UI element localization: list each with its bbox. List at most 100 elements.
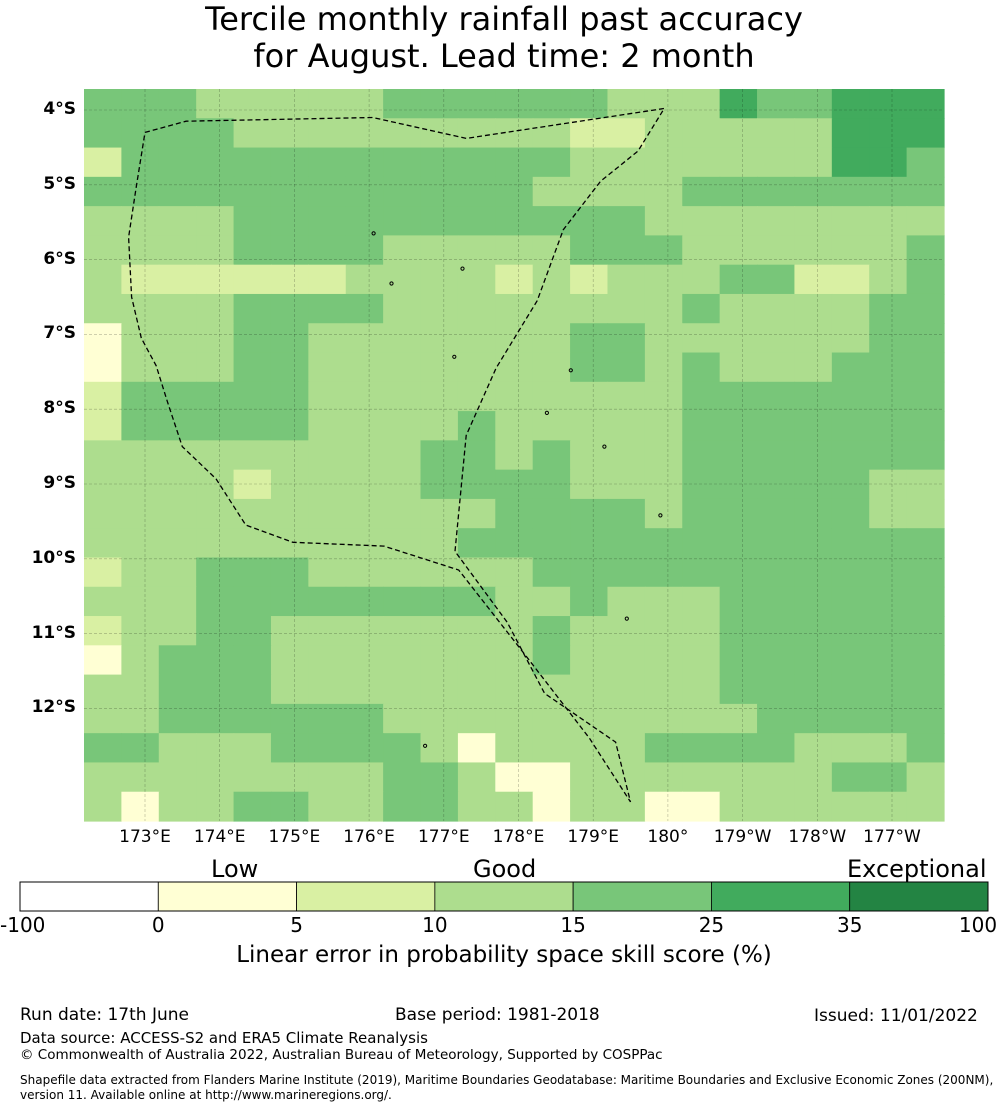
skill-cell: [570, 733, 609, 764]
skill-cell: [121, 791, 160, 822]
skill-cell: [84, 645, 122, 676]
skill-cell: [532, 118, 571, 149]
skill-cell: [308, 206, 347, 236]
skill-cell: [869, 118, 908, 149]
skill-cell: [121, 528, 160, 559]
skill-cell: [420, 89, 459, 119]
skill-cell: [682, 147, 721, 178]
skill-cell: [644, 586, 683, 617]
skill-cell: [644, 352, 683, 383]
skill-cell: [757, 586, 796, 617]
colorbar-tick-label: 35: [836, 913, 863, 937]
skill-cell: [233, 586, 272, 617]
skill-cell: [84, 586, 122, 617]
skill-cell: [532, 147, 571, 178]
skill-cell: [906, 557, 945, 588]
skill-cell: [831, 352, 870, 383]
skill-cell: [495, 293, 534, 324]
skill-cell: [270, 645, 309, 676]
skill-cell: [719, 352, 758, 383]
skill-cell: [831, 645, 870, 676]
skill-cell: [757, 762, 796, 793]
skill-cell: [383, 528, 422, 559]
skill-cell: [831, 411, 870, 441]
skill-cell: [233, 293, 272, 324]
skill-cell: [570, 586, 609, 617]
skill-cell: [158, 586, 197, 617]
skill-cell: [420, 791, 459, 822]
skill-cell: [906, 352, 945, 383]
skill-cell: [644, 235, 683, 266]
skill-cell: [308, 498, 347, 529]
skill-cell: [682, 674, 721, 705]
skill-cell: [570, 645, 609, 676]
skill-cell: [757, 791, 796, 822]
skill-cell: [644, 762, 683, 793]
skill-cell: [794, 469, 833, 500]
skill-cell: [308, 323, 347, 354]
skill-cell: [794, 703, 833, 734]
skill-cell: [532, 293, 571, 324]
skill-cell: [644, 206, 683, 236]
island-outline: [423, 743, 428, 748]
skill-cell: [644, 674, 683, 705]
skill-cell: [682, 293, 721, 324]
skill-cell: [196, 206, 235, 236]
skill-cell: [457, 762, 496, 793]
skill-cell: [757, 176, 796, 207]
skill-cell: [457, 498, 496, 529]
skill-cell: [570, 557, 609, 588]
skill-cell: [308, 616, 347, 646]
skill-cell: [233, 645, 272, 676]
skill-cell: [345, 411, 384, 441]
skill-cell: [906, 586, 945, 617]
skill-cell: [121, 176, 160, 207]
skill-cell: [383, 674, 422, 705]
skill-cell: [719, 616, 758, 646]
skill-cell: [532, 206, 571, 236]
skill-cell: [794, 616, 833, 646]
skill-cell: [906, 235, 945, 266]
skill-cell: [121, 469, 160, 500]
colorbar-title: Linear error in probability space skill …: [236, 942, 772, 968]
skill-cell: [719, 557, 758, 588]
skill-cell: [308, 791, 347, 822]
skill-cell: [906, 381, 945, 412]
skill-cell: [270, 206, 309, 236]
skill-cell: [158, 762, 197, 793]
skill-cell: [158, 352, 197, 383]
skill-cell: [869, 381, 908, 412]
skill-cell: [757, 118, 796, 149]
skill-cell: [196, 762, 235, 793]
skill-cell: [831, 118, 870, 149]
skill-cell: [158, 528, 197, 559]
skill-cell: [233, 381, 272, 412]
skill-cell: [831, 498, 870, 529]
skill-cell: [233, 498, 272, 529]
skill-cell: [420, 469, 459, 500]
skill-cell: [383, 411, 422, 441]
skill-cell: [869, 89, 908, 119]
skill-cell: [420, 674, 459, 705]
skill-cell: [532, 557, 571, 588]
skill-cell: [570, 498, 609, 529]
skill-cell: [270, 762, 309, 793]
skill-cell: [831, 206, 870, 236]
skill-cell: [308, 264, 347, 295]
skill-cell: [682, 498, 721, 529]
skill-cell: [532, 586, 571, 617]
skill-cell: [345, 440, 384, 471]
skill-cell: [84, 469, 122, 500]
skill-cell: [644, 411, 683, 441]
skill-cell: [495, 498, 534, 529]
skill-cell: [906, 645, 945, 676]
skill-cell: [570, 411, 609, 441]
skill-cell: [457, 733, 496, 764]
skill-cell: [719, 645, 758, 676]
skill-cell: [457, 176, 496, 207]
latitude-label: 8°S: [43, 398, 76, 419]
skill-cell: [794, 411, 833, 441]
skill-cell: [84, 147, 122, 178]
skill-cell: [196, 791, 235, 822]
skill-cell: [457, 147, 496, 178]
